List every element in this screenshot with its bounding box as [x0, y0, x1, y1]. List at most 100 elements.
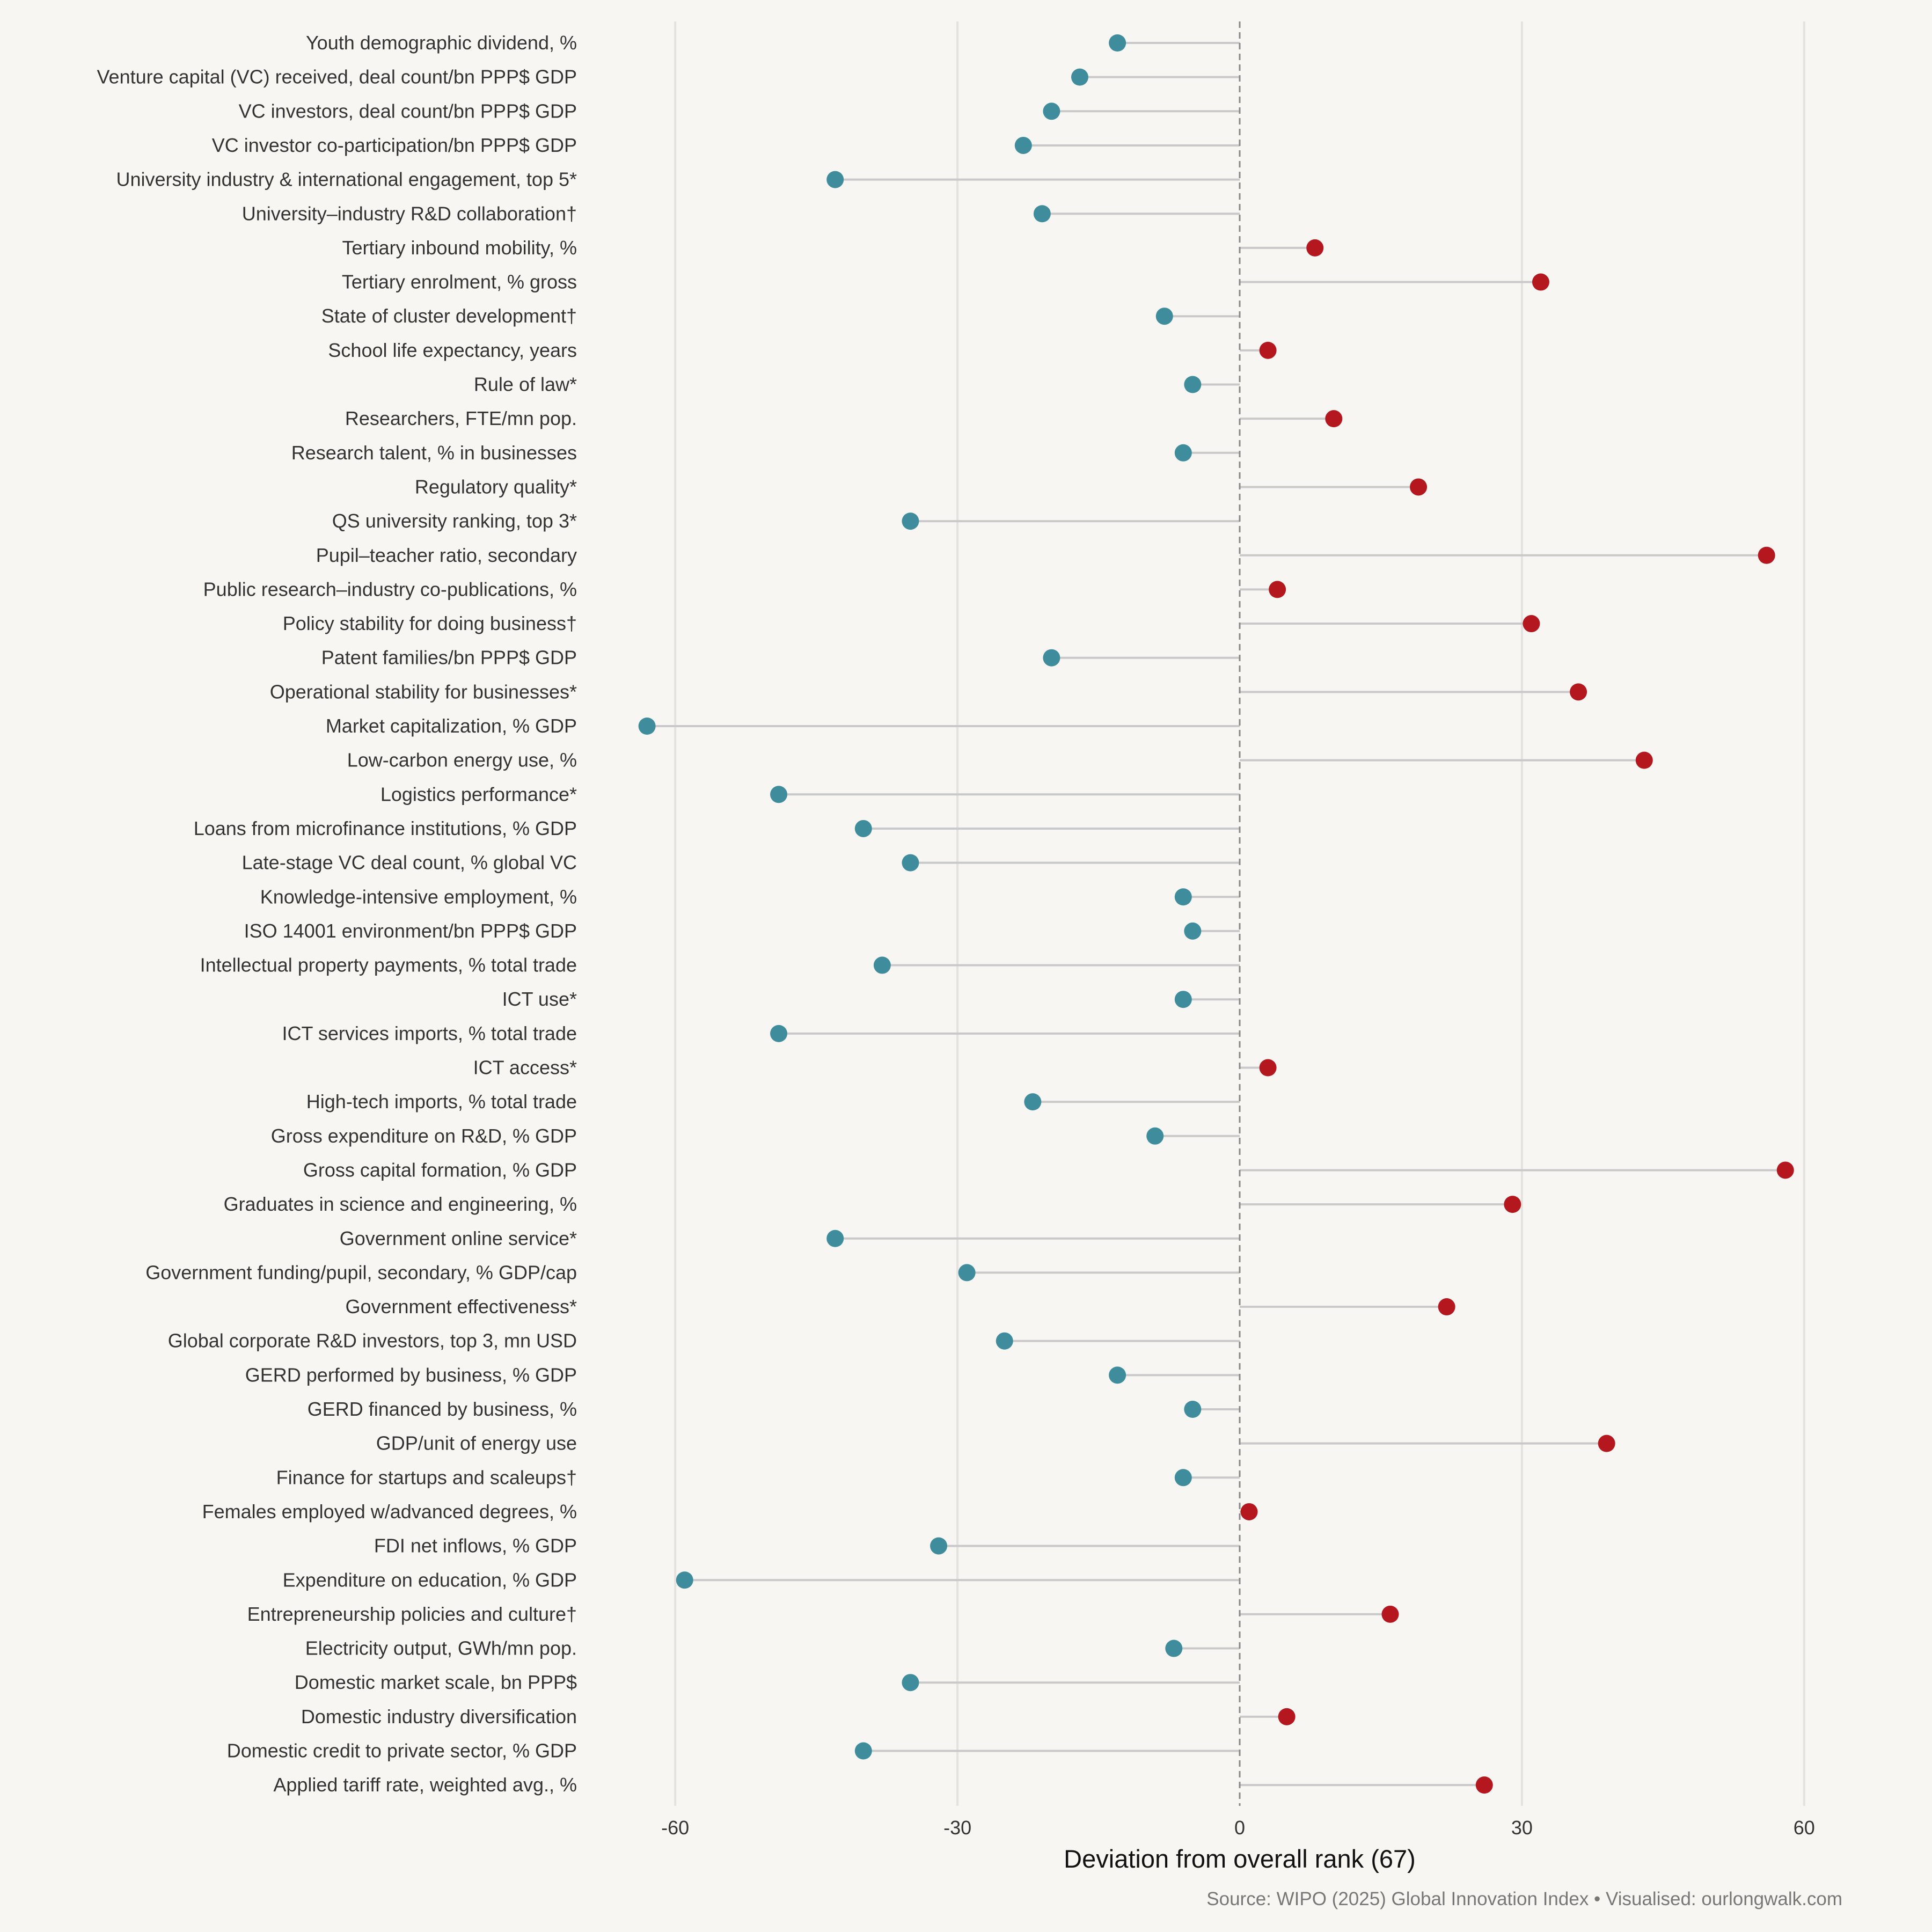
- category-label: Graduates in science and engineering, %: [224, 1193, 577, 1215]
- category-label: Entrepreneurship policies and culture†: [247, 1603, 577, 1625]
- category-label: Domestic credit to private sector, % GDP: [227, 1740, 577, 1762]
- category-label: Patent families/bn PPP$ GDP: [321, 647, 577, 669]
- category-label: State of cluster development†: [321, 305, 577, 327]
- data-point: [826, 1230, 844, 1247]
- category-label: Venture capital (VC) received, deal coun…: [97, 66, 577, 88]
- data-point: [1259, 1059, 1277, 1077]
- data-point: [1475, 1776, 1493, 1794]
- category-label: QS university ranking, top 3*: [332, 510, 577, 532]
- data-point: [1325, 410, 1343, 428]
- category-label: Expenditure on education, % GDP: [283, 1569, 577, 1591]
- category-label: VC investors, deal count/bn PPP$ GDP: [239, 100, 577, 122]
- x-tick-label: 60: [1794, 1817, 1815, 1839]
- data-point: [1278, 1708, 1296, 1725]
- category-label: Loans from microfinance institutions, % …: [194, 817, 577, 839]
- dots: [638, 34, 1794, 1794]
- category-label: Applied tariff rate, weighted avg., %: [273, 1774, 577, 1796]
- data-point: [1523, 615, 1540, 633]
- data-point: [1410, 478, 1428, 496]
- category-label: Public research–industry co-publications…: [203, 578, 577, 600]
- category-label: Government effectiveness*: [345, 1296, 577, 1318]
- data-point: [770, 1024, 788, 1042]
- data-point: [1014, 136, 1032, 154]
- data-point: [1174, 888, 1192, 906]
- data-point: [873, 956, 891, 974]
- x-tick-label: -30: [943, 1817, 971, 1839]
- category-label: Tertiary inbound mobility, %: [342, 237, 577, 259]
- category-label: Tertiary enrolment, % gross: [342, 271, 577, 293]
- category-label: Youth demographic dividend, %: [306, 32, 577, 54]
- data-point: [854, 819, 872, 837]
- data-point: [930, 1537, 948, 1555]
- category-label: GERD performed by business, % GDP: [245, 1364, 577, 1386]
- data-point: [1306, 239, 1324, 257]
- category-label: University–industry R&D collaboration†: [242, 202, 577, 224]
- data-point: [1033, 205, 1051, 223]
- category-label: Domestic market scale, bn PPP$: [295, 1671, 577, 1693]
- data-point: [1109, 1366, 1126, 1384]
- category-label: Domestic industry diversification: [301, 1706, 577, 1728]
- x-tick-label: 30: [1511, 1817, 1533, 1839]
- data-point: [826, 171, 844, 188]
- category-label: FDI net inflows, % GDP: [374, 1535, 577, 1557]
- data-point: [1570, 683, 1587, 701]
- category-label: Global corporate R&D investors, top 3, m…: [168, 1330, 577, 1352]
- data-point: [902, 854, 919, 872]
- category-label: ICT use*: [502, 988, 577, 1010]
- data-point: [1174, 444, 1192, 462]
- x-axis-title: Deviation from overall rank (67): [1064, 1845, 1416, 1873]
- data-point: [1776, 1161, 1794, 1179]
- x-tick-label: -60: [661, 1817, 689, 1839]
- data-point: [996, 1332, 1013, 1350]
- category-label: Late-stage VC deal count, % global VC: [242, 852, 577, 874]
- data-point: [902, 1674, 919, 1692]
- category-label: ICT access*: [473, 1057, 577, 1079]
- data-point: [1174, 1469, 1192, 1487]
- data-point: [1109, 34, 1126, 52]
- data-point: [676, 1571, 693, 1589]
- category-label: Intellectual property payments, % total …: [200, 954, 577, 976]
- category-label: Market capitalization, % GDP: [326, 715, 577, 737]
- category-label: Low-carbon energy use, %: [347, 749, 577, 771]
- data-point: [1504, 1196, 1521, 1213]
- data-point: [1155, 308, 1173, 325]
- data-point: [1043, 649, 1060, 667]
- category-label: ICT services imports, % total trade: [282, 1022, 577, 1044]
- category-label: Research talent, % in businesses: [291, 442, 577, 464]
- data-point: [902, 513, 919, 530]
- category-label: ISO 14001 environment/bn PPP$ GDP: [244, 920, 577, 942]
- category-label: Logistics performance*: [380, 783, 577, 805]
- category-label: Government online service*: [340, 1227, 577, 1249]
- data-point: [1381, 1605, 1399, 1623]
- category-label: High-tech imports, % total trade: [306, 1091, 577, 1113]
- data-point: [1598, 1435, 1615, 1452]
- category-label: Operational stability for businesses*: [270, 680, 577, 702]
- category-label: Gross capital formation, % GDP: [303, 1159, 577, 1181]
- data-point: [1043, 103, 1060, 120]
- data-point: [1758, 546, 1775, 564]
- category-label: Gross expenditure on R&D, % GDP: [271, 1125, 577, 1147]
- data-point: [1174, 991, 1192, 1008]
- data-point: [638, 718, 656, 735]
- data-point: [1146, 1127, 1164, 1145]
- category-label: Pupil–teacher ratio, secondary: [316, 544, 577, 566]
- category-label: Researchers, FTE/mn pop.: [345, 407, 577, 429]
- category-label: VC investor co-participation/bn PPP$ GDP: [212, 134, 577, 156]
- category-labels: Youth demographic dividend, % Venture cap…: [97, 32, 577, 1796]
- data-point: [854, 1742, 872, 1760]
- category-label: Rule of law*: [474, 374, 577, 396]
- data-point: [1438, 1298, 1455, 1316]
- data-point: [1184, 1401, 1202, 1418]
- data-point: [1071, 68, 1088, 86]
- data-point: [1240, 1503, 1258, 1520]
- data-point: [1184, 922, 1202, 940]
- data-point: [958, 1264, 976, 1282]
- source-note: Source: WIPO (2025) Global Innovation In…: [1206, 1889, 1842, 1909]
- x-tick-label: 0: [1234, 1817, 1245, 1839]
- category-label: Females employed w/advanced degrees, %: [202, 1501, 577, 1523]
- x-tick-labels: -60 -30 0 30 60: [661, 1817, 1815, 1839]
- category-label: School life expectancy, years: [328, 339, 577, 361]
- category-label: GDP/unit of energy use: [376, 1432, 577, 1454]
- category-label: University industry & international enga…: [116, 169, 577, 191]
